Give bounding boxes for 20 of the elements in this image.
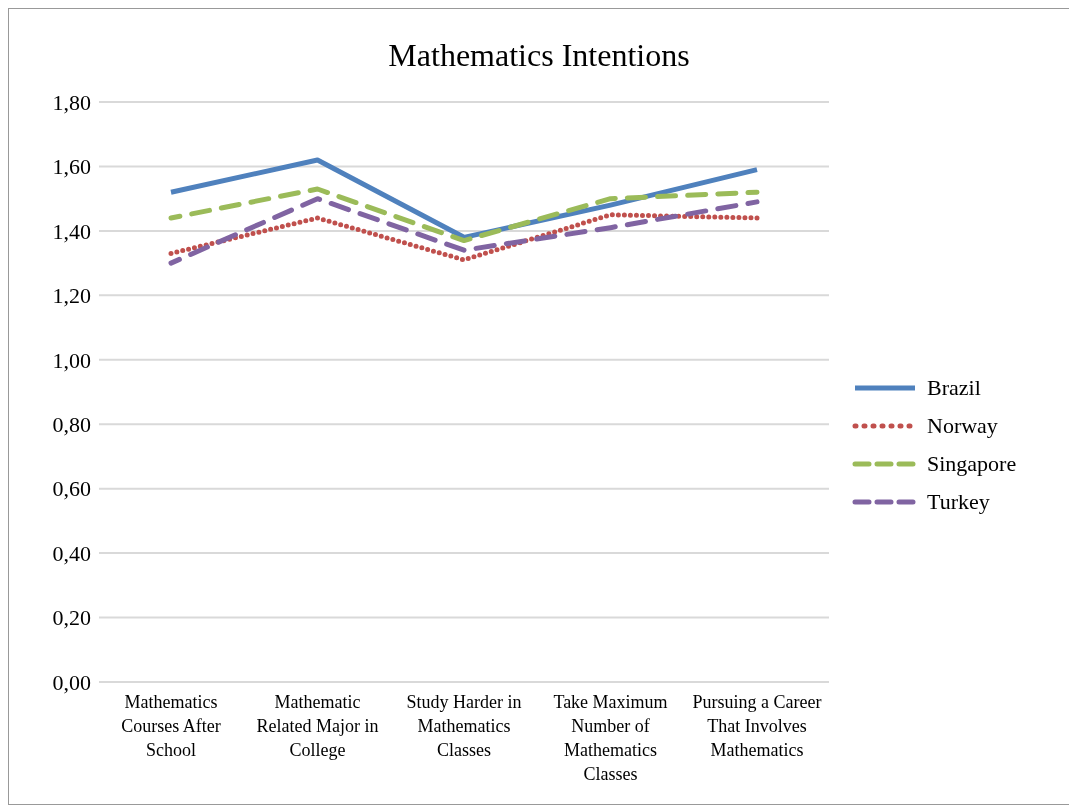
y-tick-label: 0,40 — [52, 540, 91, 566]
x-tick-label: Mathematics Courses After School — [121, 692, 221, 760]
legend-label: Brazil — [927, 374, 981, 401]
y-tick-label: 0,20 — [52, 605, 91, 631]
chart-title: Mathematics Intentions — [387, 36, 691, 75]
y-tick-label: 0,60 — [52, 476, 91, 502]
y-tick-label: 1,60 — [52, 154, 91, 180]
x-tick-label: Pursuing a Career That Involves Mathematics — [692, 692, 822, 760]
y-tick-label: 1,20 — [52, 283, 91, 309]
x-tick-label: Mathematic Related Major in College — [256, 692, 379, 760]
y-tick-label: 0,00 — [52, 669, 91, 695]
legend-label: Turkey — [927, 488, 990, 515]
y-tick-label: 0,80 — [52, 412, 91, 438]
legend-label: Singapore — [927, 450, 1017, 477]
y-tick-label: 1,00 — [52, 347, 91, 373]
x-tick-label: Take Maximum Number of Mathematics Classes — [553, 692, 668, 784]
y-tick-label: 1,40 — [52, 218, 91, 244]
y-tick-label: 1,80 — [52, 89, 91, 115]
x-tick-label: Study Harder in Mathematics Classes — [406, 692, 522, 760]
legend-label: Norway — [927, 412, 998, 439]
